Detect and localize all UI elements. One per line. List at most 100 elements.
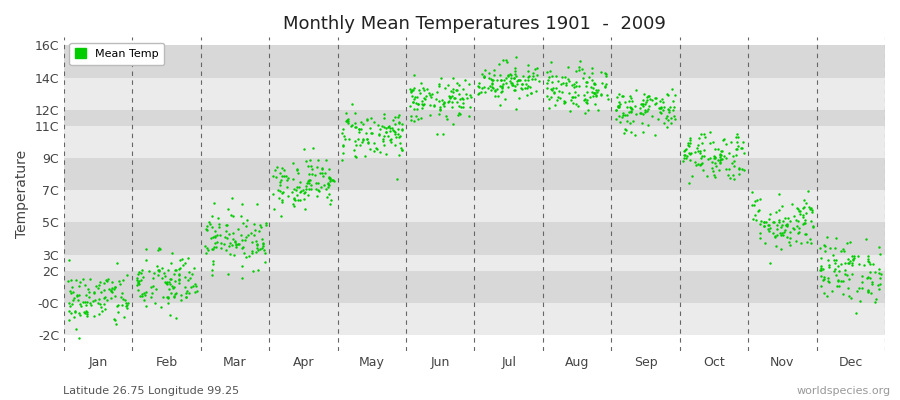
Point [440, 82, 454, 88]
Point [836, 278, 850, 284]
Point [715, 148, 729, 155]
Point [184, 284, 198, 290]
Point [814, 267, 828, 273]
Point [349, 142, 364, 148]
Point [599, 92, 614, 98]
Point [206, 257, 220, 264]
Point [298, 206, 312, 212]
Point [779, 222, 794, 228]
Point [348, 109, 363, 116]
Point [439, 113, 454, 120]
Point [798, 199, 813, 206]
Point [172, 280, 186, 286]
Point [817, 274, 832, 280]
Point [130, 280, 145, 286]
Point [164, 290, 178, 296]
Point [83, 300, 97, 306]
Point [820, 234, 834, 240]
Point [680, 153, 694, 160]
Point [436, 131, 450, 138]
Point [391, 131, 405, 137]
Point [579, 99, 593, 105]
Point [590, 91, 604, 98]
Point [679, 152, 693, 158]
Point [803, 206, 817, 212]
Point [558, 99, 572, 106]
Point [681, 143, 696, 149]
Point [580, 100, 594, 106]
Point [714, 148, 728, 154]
Point [637, 107, 652, 114]
Point [393, 145, 408, 152]
Point [838, 270, 852, 277]
Point [584, 89, 598, 95]
Point [280, 184, 294, 190]
Point [410, 94, 425, 100]
Point [432, 83, 446, 89]
Point [625, 104, 639, 111]
Point [529, 88, 544, 94]
Point [99, 278, 113, 284]
Point [568, 89, 582, 95]
Point [662, 92, 676, 98]
Point [551, 94, 565, 100]
Point [714, 156, 728, 162]
Point [354, 125, 368, 132]
Point [583, 94, 598, 100]
Point [299, 186, 313, 192]
Point [130, 279, 145, 285]
Point [648, 101, 662, 108]
Point [181, 290, 195, 296]
Point [861, 274, 876, 281]
Point [389, 134, 403, 140]
Point [727, 158, 742, 164]
Point [152, 268, 166, 274]
Point [745, 216, 760, 223]
Point [518, 81, 533, 88]
Point [134, 290, 148, 297]
Point [796, 196, 811, 203]
Point [144, 294, 158, 300]
Point [569, 83, 583, 89]
Point [130, 275, 145, 281]
Point [308, 171, 322, 178]
Point [472, 84, 487, 91]
Point [770, 226, 784, 233]
Point [148, 300, 163, 307]
Point [653, 110, 668, 116]
Point [336, 142, 350, 148]
Point [665, 107, 680, 113]
Point [652, 98, 667, 104]
Point [423, 92, 437, 98]
Point [845, 257, 859, 263]
Point [212, 215, 226, 222]
Point [250, 240, 265, 247]
Point [442, 93, 456, 99]
Point [381, 124, 395, 130]
Point [146, 275, 160, 282]
Point [256, 241, 270, 247]
Point [433, 107, 447, 114]
Point [575, 66, 590, 72]
Point [304, 186, 319, 192]
Point [508, 73, 523, 80]
Point [737, 150, 751, 157]
Point [766, 230, 780, 236]
Point [796, 221, 810, 228]
Point [822, 278, 836, 285]
Point [372, 132, 386, 138]
Point [514, 81, 528, 88]
Point [562, 90, 577, 96]
Point [854, 285, 868, 291]
Point [778, 222, 793, 228]
Point [301, 180, 315, 187]
Point [314, 184, 328, 190]
Point [235, 275, 249, 281]
Point [130, 282, 144, 288]
Point [611, 102, 625, 109]
Point [383, 135, 398, 142]
Point [456, 100, 471, 106]
Point [636, 100, 651, 107]
Point [160, 281, 175, 287]
Point [340, 116, 355, 122]
